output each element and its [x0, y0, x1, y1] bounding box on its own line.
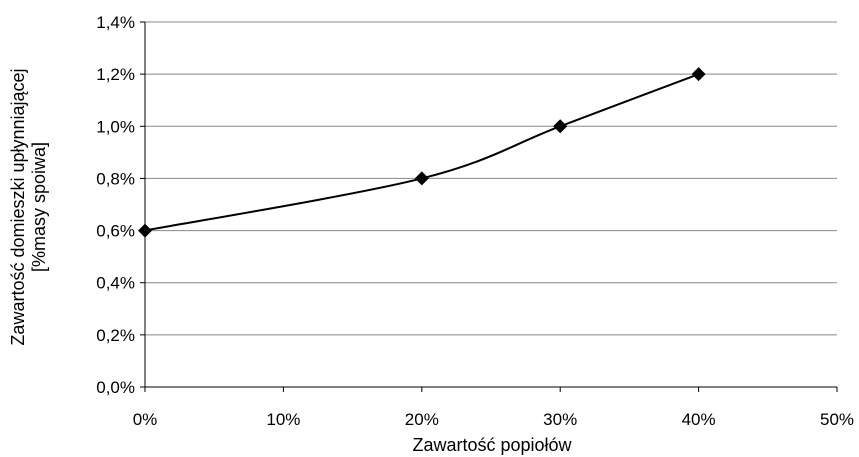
x-tick-label: 10% [266, 410, 300, 429]
y-tick-label: 0,8% [96, 169, 135, 188]
axes [140, 21, 838, 392]
x-tick-label: 40% [682, 410, 716, 429]
x-tick-label: 20% [405, 410, 439, 429]
y-tick-label: 0,6% [96, 222, 135, 241]
y-tick-label: 1,0% [96, 117, 135, 136]
data-point-marker [138, 223, 152, 238]
y-tick-labels: 0,0% 0,2% 0,4% 0,6% 0,8% 1,0% 1,2% 1,4% [96, 13, 135, 397]
series-group [138, 67, 706, 238]
x-tick-labels: 0% 10% 20% 30% 40% 50% [133, 410, 854, 429]
data-point-marker [553, 119, 568, 134]
y-tick-label: 0,2% [96, 326, 135, 345]
y-axis-title-line-2: [%masy spoiwa] [29, 142, 49, 272]
x-tick-label: 30% [543, 410, 577, 429]
y-tick-label: 1,2% [96, 65, 135, 84]
x-axis-title: Zawartość popiołów [412, 435, 572, 455]
y-tick-label: 1,4% [96, 13, 135, 32]
data-point-marker [414, 171, 429, 186]
x-tick-label: 50% [820, 410, 854, 429]
grid-lines [145, 21, 837, 336]
series-line [144, 73, 699, 232]
data-point-marker [691, 67, 706, 82]
y-axis-title-line-1: Zawartość domieszki upłynniającej [8, 68, 28, 345]
x-tick-label: 0% [133, 410, 158, 429]
y-tick-label: 0,0% [96, 378, 135, 397]
y-tick-label: 0,4% [96, 274, 135, 293]
